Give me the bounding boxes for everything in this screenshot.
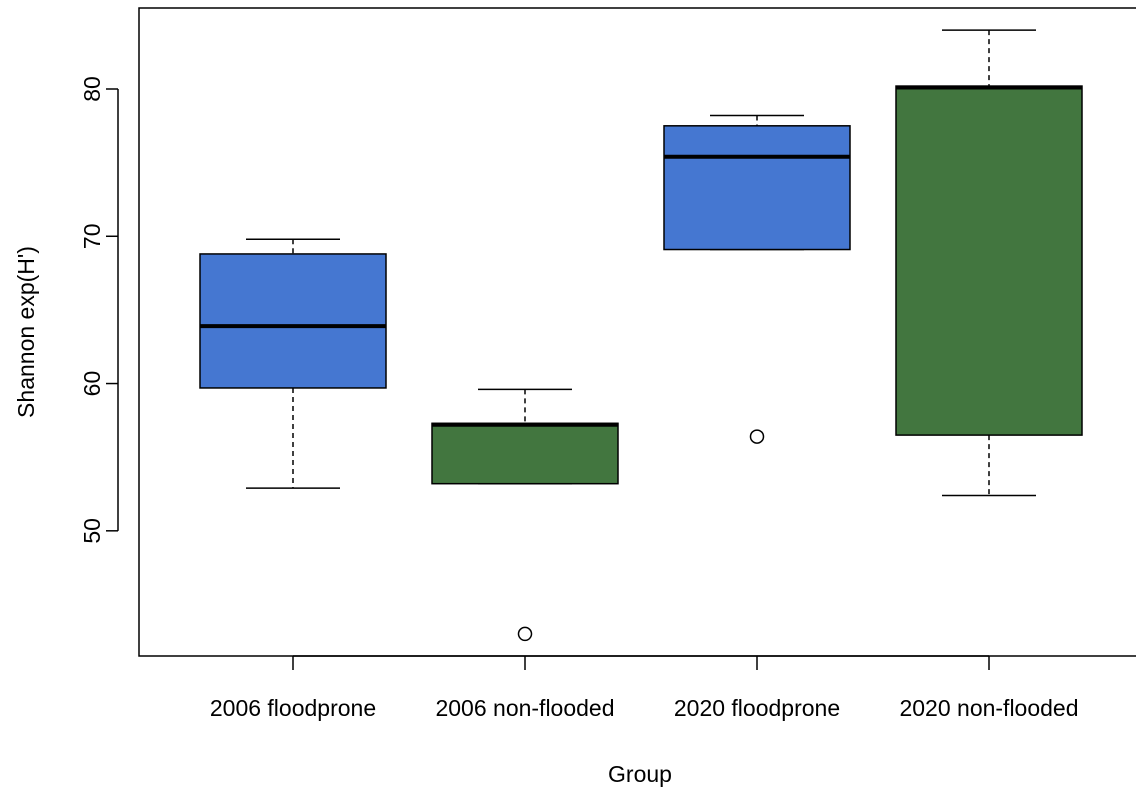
- y-axis: 50 60 70 80: [79, 76, 119, 544]
- x-tick-label: 2006 floodprone: [210, 695, 376, 721]
- x-tick-label: 2020 floodprone: [674, 695, 840, 721]
- box-group: [431, 388, 619, 642]
- y-tick-label: 50: [79, 518, 105, 544]
- outlier-point: [749, 429, 765, 444]
- x-axis: 2006 floodprone 2006 non-flooded 2020 floo…: [210, 655, 1079, 721]
- y-tick-label: 60: [79, 371, 105, 397]
- x-axis-title: Group: [608, 761, 672, 787]
- iqr-box: [431, 422, 619, 485]
- box-group: [895, 29, 1083, 497]
- iqr-box: [895, 85, 1083, 436]
- box-group: [663, 114, 851, 444]
- x-tick-label: 2006 non-flooded: [435, 695, 614, 721]
- y-tick-label: 70: [79, 223, 105, 249]
- y-tick-label: 80: [79, 76, 105, 102]
- outlier-point: [517, 626, 533, 642]
- x-tick-label: 2020 non-flooded: [899, 695, 1078, 721]
- boxes-layer: [199, 29, 1083, 642]
- iqr-box: [663, 125, 851, 251]
- y-axis-title: Shannon exp(H'): [13, 246, 39, 418]
- iqr-box: [199, 253, 387, 389]
- box-group: [199, 238, 387, 489]
